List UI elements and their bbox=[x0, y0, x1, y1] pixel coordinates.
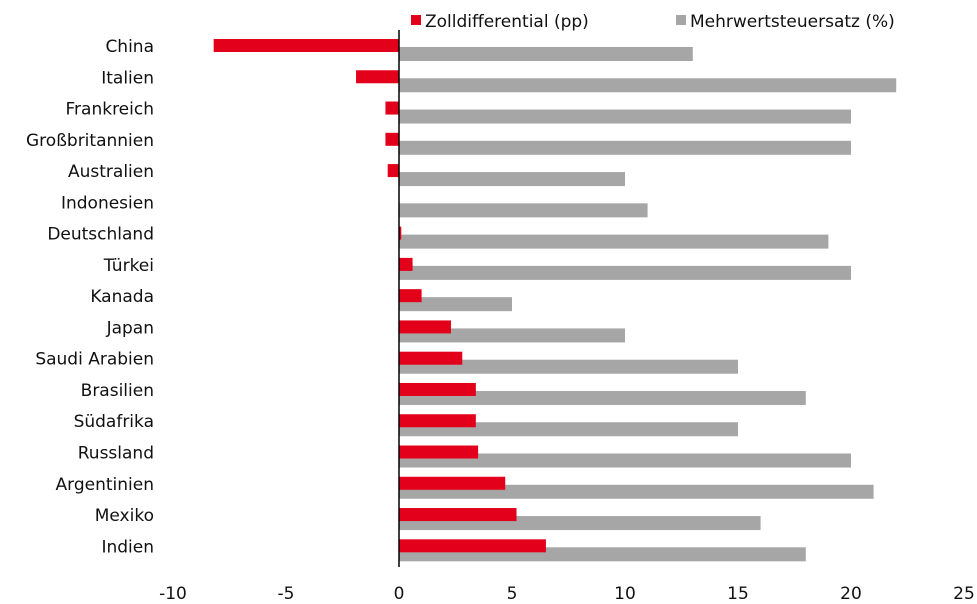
bar-mehrwertsteuersatz bbox=[399, 109, 851, 124]
bar-zolldifferential bbox=[399, 414, 476, 428]
bar-zolldifferential bbox=[213, 39, 399, 52]
bar-zolldifferential bbox=[399, 351, 463, 365]
x-tick-label: 20 bbox=[840, 584, 862, 604]
category-label: China bbox=[105, 37, 154, 57]
bar-mehrwertsteuersatz bbox=[399, 390, 806, 405]
category-label: Brasilien bbox=[81, 381, 154, 401]
bar-zolldifferential bbox=[399, 382, 476, 396]
bar-mehrwertsteuersatz bbox=[399, 297, 512, 312]
bar-zolldifferential bbox=[399, 320, 451, 334]
category-label: Deutschland bbox=[47, 225, 154, 245]
category-label: Frankreich bbox=[66, 100, 155, 120]
bar-zolldifferential bbox=[399, 289, 422, 303]
bar-zolldifferential bbox=[399, 226, 402, 240]
category-label: Australien bbox=[68, 162, 154, 182]
category-label: Indien bbox=[101, 537, 154, 557]
bar-mehrwertsteuersatz bbox=[399, 172, 625, 187]
category-label: Indonesien bbox=[61, 193, 154, 213]
category-label: Saudi Arabien bbox=[35, 350, 154, 370]
category-label: Türkei bbox=[103, 256, 154, 276]
bar-mehrwertsteuersatz bbox=[399, 328, 625, 343]
bar-zolldifferential bbox=[399, 476, 506, 490]
bar-zolldifferential bbox=[385, 101, 399, 115]
bar-mehrwertsteuersatz bbox=[399, 484, 874, 499]
bar-mehrwertsteuersatz bbox=[399, 47, 693, 61]
legend-label-zolldifferential: Zolldifferential (pp) bbox=[425, 12, 589, 32]
bar-zolldifferential bbox=[387, 164, 399, 178]
bar-zolldifferential bbox=[399, 508, 517, 522]
bar-mehrwertsteuersatz bbox=[399, 422, 738, 437]
bar-zolldifferential bbox=[399, 445, 479, 459]
bar-mehrwertsteuersatz bbox=[399, 78, 897, 93]
legend-swatch-zolldifferential bbox=[411, 15, 421, 25]
legend: Zolldifferential (pp) Mehrwertsteuersatz… bbox=[411, 12, 895, 32]
category-label: Italien bbox=[101, 68, 154, 88]
legend-swatch-mehrwertsteuersatz bbox=[676, 15, 686, 25]
bar-zolldifferential bbox=[385, 132, 399, 146]
bar-mehrwertsteuersatz bbox=[399, 265, 851, 280]
category-label: Russland bbox=[78, 444, 154, 464]
category-label: Mexiko bbox=[95, 506, 154, 526]
x-tick-label: 5 bbox=[507, 584, 518, 604]
x-tick-label: -10 bbox=[159, 584, 187, 604]
x-tick-label: -5 bbox=[278, 584, 295, 604]
bar-mehrwertsteuersatz bbox=[399, 203, 648, 218]
x-tick-label: 10 bbox=[614, 584, 636, 604]
category-label: Kanada bbox=[90, 287, 154, 307]
bar-mehrwertsteuersatz bbox=[399, 234, 829, 249]
bar-zolldifferential bbox=[399, 257, 413, 271]
x-tick-label: 15 bbox=[727, 584, 749, 604]
category-label: Großbritannien bbox=[26, 131, 154, 151]
category-label: Argentinien bbox=[56, 475, 154, 495]
bar-zolldifferential bbox=[399, 539, 546, 553]
bar-mehrwertsteuersatz bbox=[399, 359, 738, 374]
legend-label-mehrwertsteuersatz: Mehrwertsteuersatz (%) bbox=[690, 12, 895, 32]
bar-mehrwertsteuersatz bbox=[399, 140, 851, 155]
x-tick-label: 25 bbox=[953, 584, 975, 604]
x-tick-labels: -10 -5 0 5 10 15 20 25 bbox=[159, 584, 975, 604]
bars-group bbox=[213, 39, 897, 562]
bar-zolldifferential bbox=[356, 70, 399, 84]
category-label: Südafrika bbox=[74, 412, 154, 432]
category-label: Japan bbox=[106, 318, 154, 338]
category-labels: China Italien Frankreich Großbritannien Aust… bbox=[26, 37, 154, 557]
bar-mehrwertsteuersatz bbox=[399, 453, 851, 468]
x-tick-label: 0 bbox=[394, 584, 405, 604]
